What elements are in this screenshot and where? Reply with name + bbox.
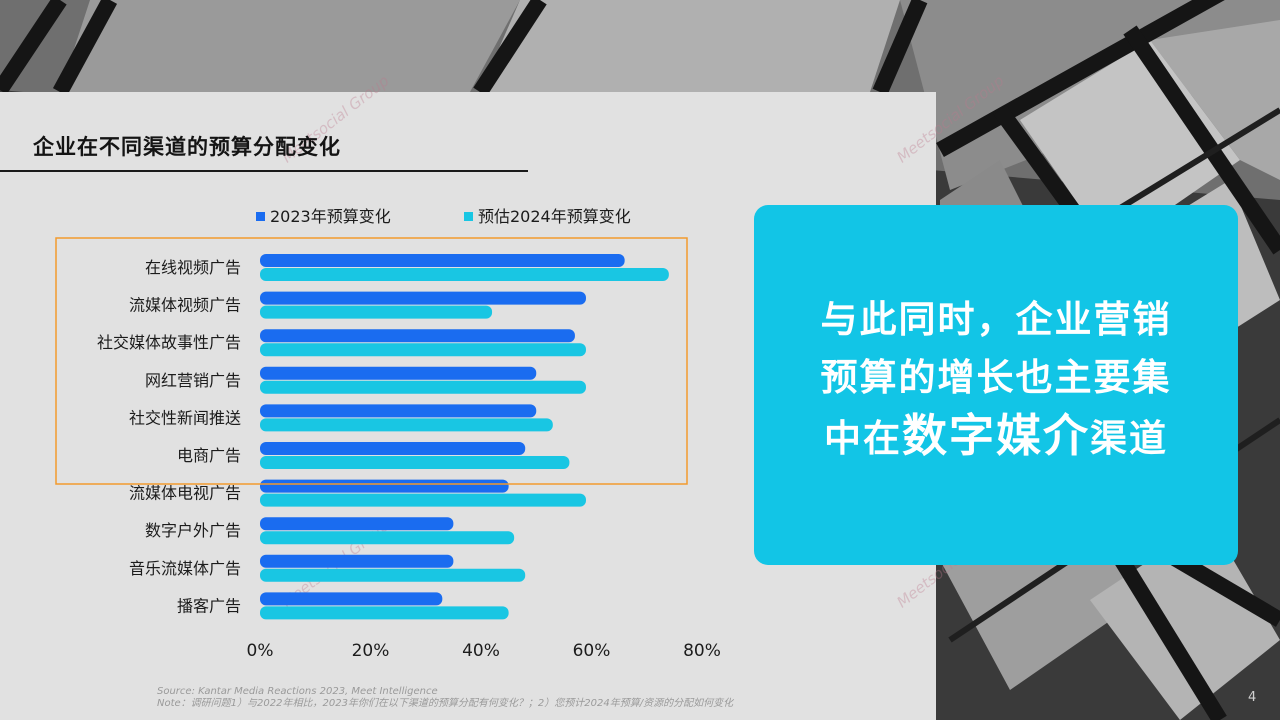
- legend-item-2024: 预估2024年预算变化: [464, 203, 631, 227]
- category-label: 流媒体电视广告: [129, 484, 241, 503]
- note-line: Note：调研问题1）与2022年相比，2023年你们在以下渠道的预算分配有何变…: [157, 698, 734, 709]
- category-label: 社交性新闻推送: [129, 408, 241, 427]
- legend-swatch-2024: [464, 212, 473, 221]
- category-label: 流媒体视频广告: [129, 296, 241, 315]
- x-tick-label: 80%: [683, 641, 721, 661]
- bar-2024: [260, 493, 586, 507]
- bar-2024: [260, 568, 526, 582]
- bar-2023: [260, 517, 454, 531]
- bar-2024: [260, 606, 509, 620]
- title-underline: [0, 170, 528, 172]
- x-tick-label: 60%: [573, 641, 611, 661]
- callout-line-3-c: 渠道: [1090, 417, 1168, 460]
- source-note: Source: Kantar Media Reactions 2023, Mee…: [157, 686, 733, 710]
- legend-label-2024: 预估2024年预算变化: [478, 207, 631, 226]
- bar-2023: [260, 291, 586, 305]
- bar-2024: [260, 380, 586, 394]
- category-label: 电商广告: [177, 446, 241, 465]
- bar-2024: [260, 418, 553, 432]
- bar-2023: [260, 554, 454, 568]
- x-tick-label: 0%: [247, 641, 274, 661]
- category-label: 播客广告: [177, 596, 241, 615]
- category-label: 音乐流媒体广告: [129, 559, 241, 578]
- page-number: 4: [1248, 690, 1257, 705]
- bar-2024: [260, 456, 570, 469]
- legend-item-2023: 2023年预算变化: [256, 203, 391, 227]
- legend-swatch-2023: [256, 212, 265, 221]
- x-tick-label: 40%: [462, 641, 500, 661]
- callout-line-2: 预算的增长也主要集: [820, 356, 1172, 399]
- callout-line-1: 与此同时，企业营销: [820, 298, 1172, 341]
- callout-text: 与此同时，企业营销 预算的增长也主要集 中在数字媒介渠道: [754, 291, 1238, 468]
- x-tick-label: 20%: [352, 641, 390, 661]
- callout-line-3: 中在数字媒介渠道: [754, 407, 1238, 468]
- category-label: 社交媒体故事性广告: [97, 333, 241, 352]
- bar-chart: 在线视频广告流媒体视频广告社交媒体故事性广告网红营销广告社交性新闻推送电商广告流…: [55, 237, 721, 661]
- bar-2023: [260, 254, 625, 267]
- callout-emphasis: 数字媒介: [901, 409, 1090, 462]
- bar-2023: [260, 329, 575, 343]
- category-label: 网红营销广告: [145, 371, 241, 390]
- callout-line-3-a: 中在: [823, 417, 902, 460]
- category-label: 数字户外广告: [145, 521, 241, 540]
- bar-2024: [260, 343, 586, 357]
- bar-2024: [260, 305, 493, 319]
- chart-title: 企业在不同渠道的预算分配变化: [33, 135, 341, 159]
- bar-2023: [260, 592, 443, 606]
- bar-2024: [260, 531, 515, 545]
- legend-label-2023: 2023年预算变化: [270, 207, 391, 226]
- bar-2023: [260, 366, 537, 380]
- callout-box: 与此同时，企业营销 预算的增长也主要集 中在数字媒介渠道: [754, 205, 1238, 565]
- category-label: 在线视频广告: [145, 258, 241, 277]
- source-line: Source: Kantar Media Reactions 2023, Mee…: [157, 686, 438, 697]
- highlight-box: [55, 237, 688, 485]
- bar-2023: [260, 442, 526, 455]
- bar-2024: [260, 268, 669, 281]
- bar-2023: [260, 404, 537, 418]
- bar-2023: [260, 479, 509, 493]
